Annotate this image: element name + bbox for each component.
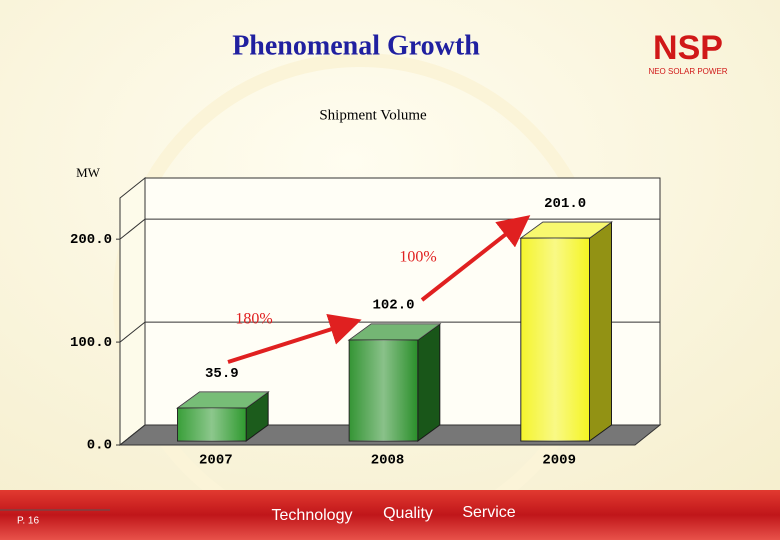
side-wall <box>119 176 146 447</box>
slogan: Service <box>462 504 515 521</box>
x-tick-label: 2009 <box>542 453 576 469</box>
bar-side-shade <box>417 324 440 441</box>
page-number: P. 16 <box>17 516 39 527</box>
grid-line <box>119 321 660 343</box>
y-tick-label: 0.0 <box>87 438 112 454</box>
slogan: Technology <box>272 507 353 524</box>
data-label: 201.0 <box>544 196 586 212</box>
bar-shine <box>349 340 418 441</box>
y-tick-label: 100.0 <box>70 335 112 351</box>
x-tick-label: 2007 <box>199 453 233 469</box>
grid-line <box>119 218 660 240</box>
annotation: 100% <box>399 249 436 266</box>
data-label: 102.0 <box>372 298 414 314</box>
logo: NSP <box>653 29 723 67</box>
chart-title: Shipment Volume <box>319 107 427 123</box>
y-tick-label: 200.0 <box>70 232 112 248</box>
bar-top-shine <box>520 222 612 239</box>
footer-band <box>0 490 780 540</box>
x-tick-label: 2008 <box>371 453 405 469</box>
logo-subtitle: NEO SOLAR POWER <box>648 67 727 76</box>
bar-side-shade <box>589 222 612 441</box>
y-axis-label: MW <box>76 165 101 180</box>
plot: 0.0 100.0 200.0 2007 35.9 2008 102.0 2009 201.0 <box>70 176 662 469</box>
bar-top-shine <box>349 324 440 341</box>
slogan: Quality <box>383 505 433 522</box>
bar-top-shine <box>177 392 269 409</box>
bar-shine <box>520 238 590 441</box>
slide-title: Phenomenal Growth <box>232 30 480 61</box>
growth-arrow <box>227 314 362 364</box>
growth-arrow <box>420 215 531 302</box>
data-label: 35.9 <box>205 366 239 382</box>
bar-shine <box>177 408 247 441</box>
grid-line <box>119 424 660 446</box>
annotation: 180% <box>235 311 272 328</box>
